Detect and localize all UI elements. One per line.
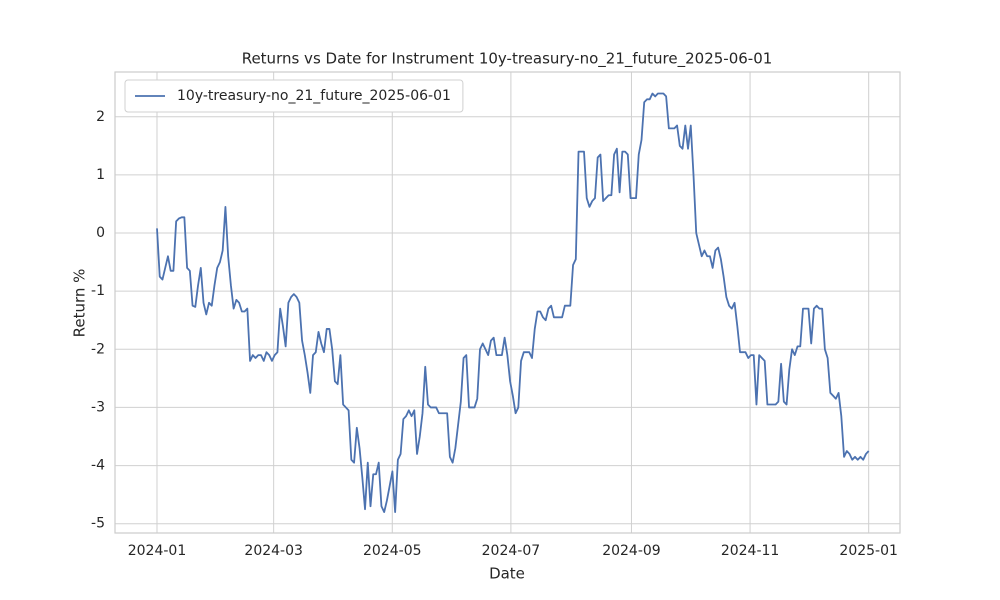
x-tick-label: 2025-01	[839, 543, 898, 559]
x-tick-label: 2024-09	[602, 543, 661, 559]
plot-frame	[114, 71, 901, 534]
y-tick-label: 1	[96, 167, 105, 183]
data-line	[156, 92, 870, 513]
y-tick-label: 0	[96, 225, 105, 241]
chart-title: Returns vs Date for Instrument 10y-treas…	[242, 50, 773, 69]
y-tick-label: -2	[91, 341, 105, 357]
y-axis-label: Return %	[71, 269, 89, 338]
y-tick-label: -5	[91, 516, 105, 532]
legend-label: 10y-treasury-no_21_future_2025-06-01	[177, 88, 451, 104]
legend-box	[124, 79, 464, 113]
x-tick-label: 2024-01	[128, 543, 187, 559]
y-tick-label: -3	[91, 399, 105, 415]
x-axis-label: Date	[489, 565, 525, 583]
x-tick-label: 2024-03	[244, 543, 303, 559]
y-tick-label: -1	[91, 283, 105, 299]
x-tick-label: 2024-05	[363, 543, 422, 559]
x-tick-label: 2024-11	[721, 543, 780, 559]
y-tick-label: 2	[96, 109, 105, 125]
y-tick-label: -4	[91, 458, 105, 474]
x-tick-label: 2024-07	[482, 543, 541, 559]
